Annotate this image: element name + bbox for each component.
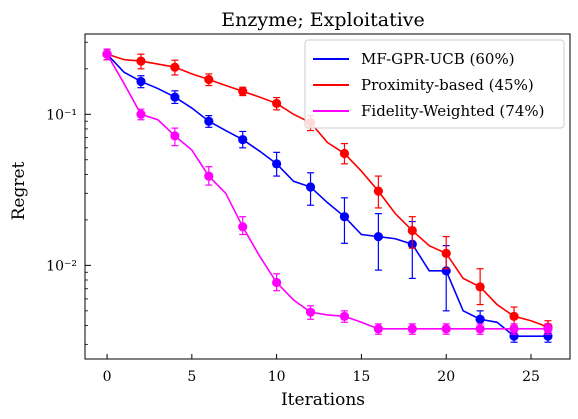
data-point [543, 324, 553, 334]
data-point [102, 49, 112, 59]
plot-frame [84, 33, 571, 360]
data-point [339, 311, 350, 321]
data-point [136, 109, 146, 119]
data-point [407, 225, 417, 236]
data-point [204, 74, 214, 85]
data-point [136, 56, 146, 66]
data-point [238, 86, 248, 96]
legend: MF-GPR-UCB (60%) Proximity-based (45%) Fid… [304, 39, 565, 129]
data-point [272, 98, 282, 109]
data-point [305, 182, 316, 192]
data-point [204, 116, 214, 126]
data-point [475, 282, 485, 292]
legend-label: Proximity-based (45%) [361, 76, 534, 94]
data-point [475, 314, 485, 324]
x-axis-label: Iterations [281, 390, 365, 410]
data-point [509, 324, 519, 334]
data-point [136, 76, 146, 87]
data-point [339, 212, 350, 222]
legend-label: Fidelity-Weighted (74%) [361, 102, 544, 120]
data-point [170, 131, 180, 141]
x-tick-label: 5 [187, 369, 196, 385]
x-tick-label: 10 [268, 369, 286, 385]
data-point [373, 324, 383, 334]
x-tick-label: 20 [437, 369, 455, 385]
data-point [305, 307, 316, 317]
plot-area [102, 48, 553, 343]
data-point [238, 134, 248, 145]
data-point [407, 324, 417, 334]
data-point [204, 171, 214, 181]
legend-box [304, 39, 565, 129]
x-tick-label: 25 [522, 369, 540, 385]
data-point [475, 324, 485, 334]
data-point [373, 186, 383, 196]
data-point [441, 248, 451, 259]
series-line [106, 53, 548, 330]
x-tick-label: 0 [103, 369, 112, 385]
data-point [238, 222, 248, 232]
data-point [509, 311, 519, 321]
data-point [272, 277, 282, 288]
y-tick-label: 10⁻¹ [46, 107, 77, 123]
data-point [272, 159, 282, 169]
legend-label: MF-GPR-UCB (60%) [361, 50, 515, 68]
y-tick-label: 10⁻² [46, 258, 77, 274]
chart-title: Enzyme; Exploitative [221, 9, 425, 31]
axis-ticks: 0 5 10 15 20 25 10⁻² 10⁻¹ [46, 41, 540, 385]
data-point [170, 92, 180, 102]
data-point [373, 232, 383, 242]
y-axis-label: Regret [9, 161, 29, 220]
data-point [170, 62, 180, 72]
data-point [339, 148, 350, 159]
series-line [106, 53, 548, 337]
series-line [106, 53, 549, 328]
x-tick-label: 15 [353, 369, 371, 385]
data-point [441, 324, 451, 334]
